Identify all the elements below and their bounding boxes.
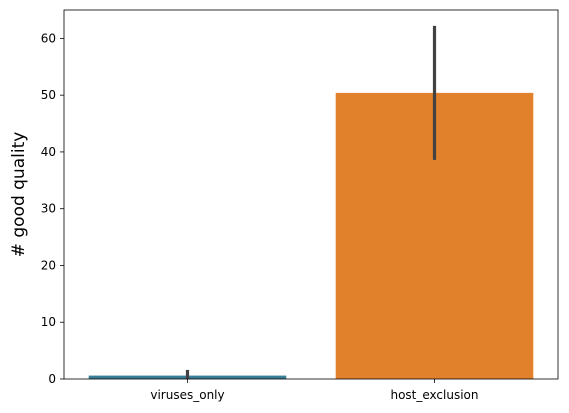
plot-frame <box>63 9 559 380</box>
y-axis: 0 10 20 30 40 50 60 <box>41 31 64 386</box>
y-tick-label: 40 <box>41 145 56 159</box>
error-bars-group <box>185 25 437 379</box>
y-tick-label: 20 <box>41 258 56 272</box>
y-axis-label: # good quality <box>9 132 29 258</box>
x-tick-label: viruses_only <box>150 388 224 402</box>
y-tick-label: 30 <box>41 202 56 216</box>
y-tick-label: 60 <box>41 31 56 45</box>
bars-group <box>88 92 534 379</box>
y-tick-label: 10 <box>41 315 56 329</box>
y-tick-label: 50 <box>41 88 56 102</box>
x-axis: viruses_only host_exclusion <box>150 379 479 402</box>
y-tick-label: 0 <box>48 372 56 386</box>
x-tick-label: host_exclusion <box>390 388 478 402</box>
